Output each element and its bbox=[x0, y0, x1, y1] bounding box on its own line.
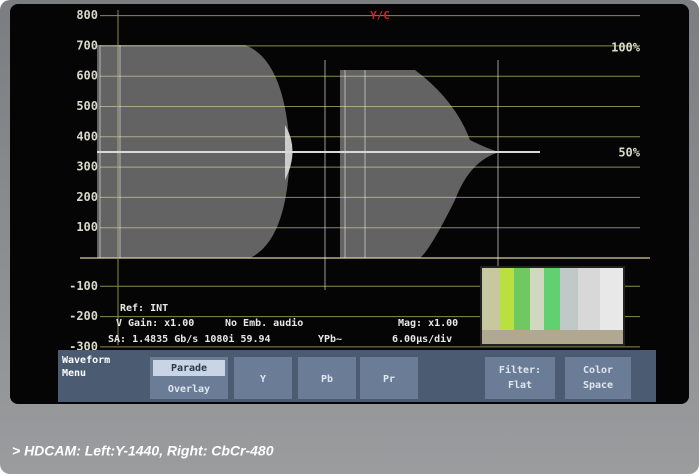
status-channel: YPb~ bbox=[318, 334, 342, 345]
percent-label: 50% bbox=[618, 146, 640, 160]
scale-label: 600 bbox=[76, 69, 98, 83]
scale-label: 800 bbox=[76, 8, 98, 22]
channel-label[interactable]: Y bbox=[260, 374, 266, 385]
channel-label[interactable]: Pr bbox=[383, 374, 395, 385]
filter-button[interactable] bbox=[485, 357, 555, 399]
scale-label: 200 bbox=[76, 190, 98, 204]
scale-label: -200 bbox=[69, 309, 98, 323]
status-audio: No Emb. audio bbox=[225, 317, 303, 329]
scale-label: 700 bbox=[76, 38, 98, 52]
status-ref: Ref: INT bbox=[120, 303, 168, 314]
channel-label[interactable]: Pb bbox=[321, 374, 333, 385]
screenshot: 800700600500400300200100-100-200-300 Y/C… bbox=[0, 0, 699, 474]
scale-label: 300 bbox=[76, 160, 98, 174]
color-space-button[interactable] bbox=[565, 357, 631, 399]
status-signal: SA: 1.4835 Gb/s 1080i 59.94 bbox=[108, 333, 271, 345]
caption: > HDCAM: Left:Y-1440, Right: CbCr-480 bbox=[12, 443, 274, 459]
mode-other[interactable]: Overlay bbox=[168, 384, 210, 395]
scale-label: 400 bbox=[76, 129, 98, 143]
status-sweep: 6.00μs/div bbox=[392, 333, 452, 345]
scale-label: -100 bbox=[69, 279, 98, 293]
percent-label: 100% bbox=[611, 41, 641, 55]
scale-label: 100 bbox=[76, 220, 98, 234]
status-mag: Mag: x1.00 bbox=[398, 318, 458, 329]
status-gain: V Gain: x1.00 bbox=[116, 317, 194, 329]
picture-thumbnail bbox=[480, 266, 625, 346]
scale-label: 500 bbox=[76, 99, 98, 113]
mode-selected[interactable]: Parade bbox=[171, 363, 207, 374]
mode-indicator: Y/C bbox=[370, 9, 390, 22]
